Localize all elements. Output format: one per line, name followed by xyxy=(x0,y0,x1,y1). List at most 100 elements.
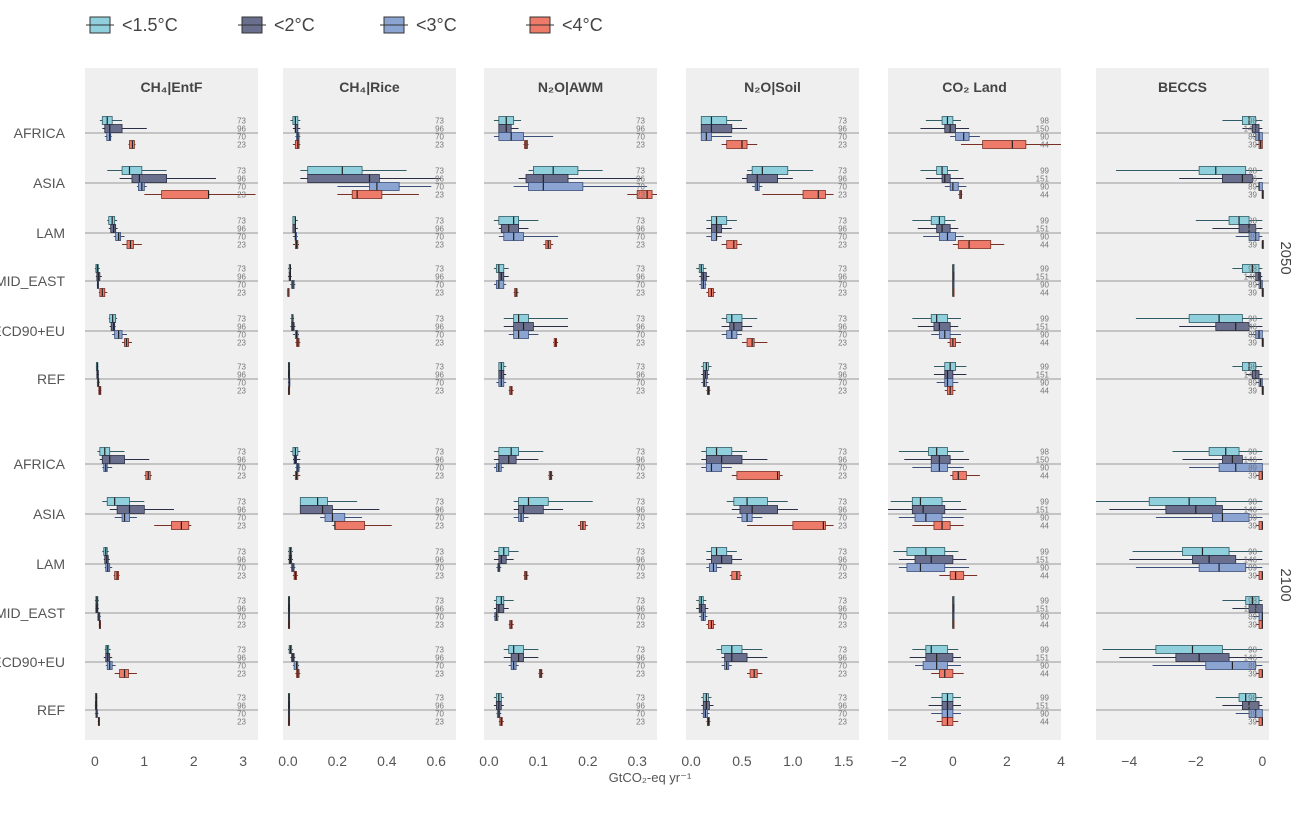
box-mark xyxy=(958,190,963,199)
scenario-count-label: 96 xyxy=(435,371,444,380)
panel: CO₂ Land−2 0 2 4981509044991519044991519044… xyxy=(888,68,1065,769)
box xyxy=(711,547,728,556)
box-mark xyxy=(287,555,293,564)
x-tick-label: 1 xyxy=(140,753,148,769)
region-label: LAM xyxy=(36,556,65,572)
scenario-count-label: 70 xyxy=(435,281,444,290)
box xyxy=(925,645,948,654)
box-mark xyxy=(721,322,753,331)
box xyxy=(1175,653,1230,662)
x-tick-label: −2 xyxy=(1188,753,1204,769)
region-label: OECD90+EU xyxy=(0,654,65,670)
box-mark xyxy=(1255,471,1263,480)
scenario-count-label: 39 xyxy=(1248,141,1257,150)
scenario-count-label: 73 xyxy=(838,217,847,226)
scenario-count-label: 96 xyxy=(838,323,847,332)
box-mark xyxy=(287,288,290,297)
scenario-count-label: 23 xyxy=(237,387,246,396)
scenario-count-label: 73 xyxy=(838,363,847,372)
box-mark xyxy=(96,370,99,379)
box-mark xyxy=(102,124,147,133)
scenario-count-label: 70 xyxy=(636,613,645,622)
box-mark xyxy=(493,612,499,621)
scenario-count-label: 73 xyxy=(435,548,444,557)
scenario-count-label: 146 xyxy=(1244,125,1258,134)
panel-title: CH₄|Rice xyxy=(339,79,400,95)
box-mark xyxy=(538,669,544,678)
box xyxy=(513,314,529,323)
box-mark xyxy=(337,182,432,191)
scenario-count-label: 44 xyxy=(1040,387,1049,396)
box-mark xyxy=(1232,604,1263,613)
box-mark xyxy=(1255,280,1263,289)
box-mark xyxy=(936,717,959,726)
box-mark xyxy=(104,132,112,141)
box-mark xyxy=(721,653,768,662)
box-mark xyxy=(287,709,291,718)
box-mark xyxy=(952,620,955,629)
scenario-count-label: 150 xyxy=(1036,125,1050,134)
scenario-count-label: 146 xyxy=(1244,175,1258,184)
scenario-count-label: 73 xyxy=(838,694,847,703)
box-mark xyxy=(1119,653,1263,662)
box-mark xyxy=(721,240,742,249)
scenario-count-label: 23 xyxy=(636,572,645,581)
box-mark xyxy=(114,669,137,678)
scenario-count-label: 89 xyxy=(1248,331,1257,340)
scenario-count-label: 89 xyxy=(1248,233,1257,242)
scenario-count-label: 23 xyxy=(838,141,847,150)
box-mark xyxy=(109,505,174,514)
scenario-count-label: 89 xyxy=(1248,281,1257,290)
legend-item: <4°C xyxy=(526,15,603,35)
scenario-count-label: 96 xyxy=(838,125,847,134)
scenario-count-label: 90 xyxy=(1040,379,1049,388)
box xyxy=(726,314,743,323)
scenario-count-label: 23 xyxy=(838,472,847,481)
box xyxy=(906,563,946,572)
box xyxy=(724,653,748,662)
scenario-count-label: 70 xyxy=(237,464,246,473)
scenario-count-label: 73 xyxy=(838,498,847,507)
scenario-count-label: 70 xyxy=(636,233,645,242)
scenario-count-label: 73 xyxy=(838,548,847,557)
box-mark xyxy=(144,471,152,480)
scenario-count-label: 98 xyxy=(1248,498,1257,507)
x-tick-label: 2 xyxy=(1003,753,1011,769)
box xyxy=(922,661,948,670)
x-tick-label: 0.0 xyxy=(479,753,499,769)
box xyxy=(938,669,954,678)
scenario-count-label: 151 xyxy=(1036,225,1050,234)
box-mark xyxy=(904,455,970,464)
scenario-count-label: 151 xyxy=(1036,371,1050,380)
box-mark xyxy=(503,645,539,654)
box xyxy=(729,322,743,331)
region-label: AFRICA xyxy=(14,125,66,141)
box-mark xyxy=(290,447,301,456)
scenario-count-label: 73 xyxy=(435,217,444,226)
scenario-count-label: 96 xyxy=(237,702,246,711)
scenario-count-label: 73 xyxy=(237,498,246,507)
box-mark xyxy=(493,604,509,613)
box xyxy=(700,124,733,133)
box-mark xyxy=(952,272,955,281)
box-mark xyxy=(706,232,722,241)
scenario-count-label: 70 xyxy=(636,183,645,192)
box-mark xyxy=(113,571,120,580)
legend-item: <2°C xyxy=(238,15,315,35)
box-mark xyxy=(287,272,292,281)
box-mark xyxy=(493,132,554,141)
box-mark xyxy=(287,604,291,613)
region-label: MID_EAST xyxy=(0,273,65,289)
scenario-count-label: 70 xyxy=(838,281,847,290)
box xyxy=(307,166,363,175)
box-mark xyxy=(112,330,128,339)
scenario-count-label: 23 xyxy=(237,718,246,727)
box xyxy=(636,190,653,199)
box-mark xyxy=(1242,124,1263,133)
scenario-count-label: 73 xyxy=(636,167,645,176)
box xyxy=(957,240,992,249)
box-mark xyxy=(287,370,291,379)
box-mark xyxy=(706,620,716,629)
x-tick-label: 0 xyxy=(949,753,957,769)
